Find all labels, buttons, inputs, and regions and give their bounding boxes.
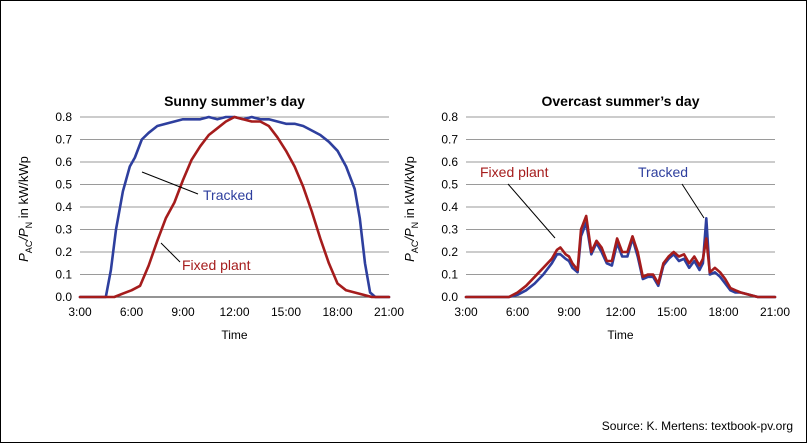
y-tick-label: 0.6	[441, 155, 458, 169]
x-axis-label: Time	[607, 328, 634, 342]
y-tick-label: 0.3	[55, 223, 72, 237]
annotation-label: Fixed plant	[182, 257, 251, 273]
annotation-label: Tracked	[638, 164, 688, 180]
x-tick-label: 6:00	[506, 305, 530, 319]
chart-title: Sunny summer’s day	[164, 93, 305, 109]
y-tick-label: 0.6	[55, 155, 72, 169]
x-tick-label: 9:00	[171, 305, 195, 319]
x-tick-label: 21:00	[374, 305, 404, 319]
annotation-leader	[160, 242, 181, 263]
y-tick-label: 0.2	[441, 245, 458, 259]
y-tick-label: 0.8	[55, 110, 72, 124]
x-tick-label: 15:00	[657, 305, 687, 319]
y-tick-label: 0.1	[441, 268, 458, 282]
x-tick-label: 18:00	[322, 305, 352, 319]
x-tick-label: 21:00	[760, 305, 790, 319]
x-tick-label: 6:00	[120, 305, 144, 319]
y-tick-label: 0.5	[55, 178, 72, 192]
x-tick-label: 15:00	[271, 305, 301, 319]
source-credit: Source: K. Mertens: textbook-pv.org	[601, 419, 793, 433]
y-tick-label: 0.8	[441, 110, 458, 124]
x-tick-label: 3:00	[68, 305, 92, 319]
x-tick-label: 9:00	[557, 305, 581, 319]
y-tick-label: 0.0	[55, 290, 72, 304]
y-axis-label: PAC/PN in kW/kWp	[402, 156, 420, 262]
annotation-leader	[141, 171, 199, 195]
y-tick-label: 0.5	[441, 178, 458, 192]
y-tick-label: 0.4	[441, 200, 458, 214]
y-tick-label: 0.4	[55, 200, 72, 214]
annotation-label: Fixed plant	[480, 164, 549, 180]
annotation-leader	[681, 183, 705, 219]
annotation-leader	[507, 183, 556, 239]
y-tick-label: 0.3	[441, 223, 458, 237]
y-tick-label: 0.2	[55, 245, 72, 259]
y-tick-label: 0.0	[441, 290, 458, 304]
x-tick-label: 18:00	[708, 305, 738, 319]
annotation-label: Tracked	[203, 187, 253, 203]
chart-title: Overcast summer’s day	[542, 93, 700, 109]
chart-0: 0.0 0.1 0.2 0.3 0.4 0.5 0.6 0.7 0.8 3:00 6:00 9:00 1…	[16, 93, 404, 342]
x-axis-label: Time	[221, 328, 248, 342]
y-tick-label: 0.7	[441, 133, 458, 147]
y-tick-label: 0.7	[55, 133, 72, 147]
x-tick-label: 3:00	[454, 305, 478, 319]
y-tick-label: 0.1	[55, 268, 72, 282]
y-axis-label: PAC/PN in kW/kWp	[16, 156, 34, 262]
series-line-fixed-plant	[464, 214, 777, 299]
series-line-fixed-plant	[78, 115, 391, 299]
x-tick-label: 12:00	[605, 305, 635, 319]
chart-1: 0.0 0.1 0.2 0.3 0.4 0.5 0.6 0.7 0.8 3:00 6:00 9:00 1…	[402, 93, 790, 342]
x-tick-label: 12:00	[219, 305, 249, 319]
